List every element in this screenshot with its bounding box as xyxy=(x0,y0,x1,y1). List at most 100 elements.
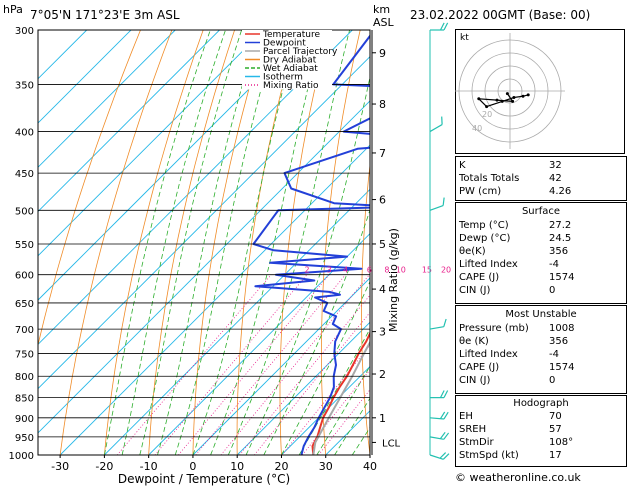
wind-barb-flag xyxy=(443,411,449,420)
plot-area xyxy=(38,30,370,455)
mixing-ratio-label: 2 xyxy=(305,266,310,275)
row-label: Dewp (°C) xyxy=(459,233,511,244)
wet-adiabat-line xyxy=(245,75,370,455)
pressure-tick-label: 350 xyxy=(15,80,34,91)
row-label: StmDir xyxy=(459,437,494,448)
legend-bg xyxy=(242,30,332,39)
wind-barb-flag xyxy=(439,411,446,420)
surface-title: Surface xyxy=(521,206,561,217)
isotherm-line xyxy=(38,30,176,168)
table-row: CAPE (J) 1574 xyxy=(459,271,623,284)
row-value: 42 xyxy=(549,173,562,184)
table-row: StmDir 108° xyxy=(459,436,623,449)
mixing-ratio-label: 10 xyxy=(396,266,406,275)
row-label: Totals Totals xyxy=(459,173,520,184)
table-row: StmSpd (kt) 17 xyxy=(459,449,623,462)
table-row: θe (K) 356 xyxy=(459,335,623,348)
row-value: 0 xyxy=(549,375,556,386)
wind-barb-flag xyxy=(439,431,446,440)
km-tick-label: 3 xyxy=(379,326,386,339)
mixing-ratio-label: 20 xyxy=(441,266,451,275)
x-tick-label: 30 xyxy=(319,460,333,473)
row-value: 0 xyxy=(549,285,556,296)
legend-bg xyxy=(242,55,332,64)
row-value: 27.2 xyxy=(549,220,572,231)
x-tick-label: 0 xyxy=(189,460,196,473)
wind-barb-flag xyxy=(439,390,445,398)
copyright-footer: © weatheronline.co.uk xyxy=(455,471,581,484)
km-tick-label: 6 xyxy=(379,194,386,207)
row-value: 108° xyxy=(549,437,574,448)
mixing-ratio-label: 8 xyxy=(384,266,389,275)
wind-barb-flag xyxy=(443,22,449,31)
wind-barb-shaft xyxy=(429,204,444,211)
table-row: Pressure (mb) 1008 xyxy=(459,322,623,335)
wet-adiabat-line xyxy=(174,30,279,455)
row-value: 4.26 xyxy=(549,186,572,197)
asl-unit-label: ASL xyxy=(373,16,394,29)
pressure-tick-label: 850 xyxy=(15,394,34,405)
pressure-tick-label: 1000 xyxy=(9,451,34,462)
isotherm-line xyxy=(281,365,370,455)
table-row: Dewp (°C) 24.5 xyxy=(459,232,623,245)
mixing-ratio-label: 4 xyxy=(343,266,348,275)
legend-bg xyxy=(242,64,332,73)
hpa-unit-label: hPa xyxy=(3,3,23,16)
row-label: CIN (J) xyxy=(459,285,491,296)
table-row: PW (cm) 4.26 xyxy=(459,185,623,198)
series-line-dewpoint xyxy=(252,34,370,455)
wet-adiabat-line xyxy=(316,365,370,455)
isotherm-line xyxy=(38,30,88,80)
km-tick-label: 7 xyxy=(379,147,386,160)
row-value: 57 xyxy=(549,424,562,435)
row-label: CAPE (J) xyxy=(459,272,500,283)
hodograph-table-panel: Hodograph EH 70 SREH 57 StmDir 108° StmSpd (kt… xyxy=(455,395,627,467)
table-row: K 32 xyxy=(459,159,623,172)
legend-label: Wet Adiabat xyxy=(263,64,318,74)
row-label: EH xyxy=(459,411,473,422)
row-value: 24.5 xyxy=(549,233,572,244)
isotherm-line xyxy=(38,30,265,257)
isotherm-line xyxy=(38,30,353,345)
dry-adiabat-line xyxy=(59,30,173,455)
legend-label: Temperature xyxy=(262,30,320,40)
pressure-tick-label: 450 xyxy=(15,169,34,180)
hodograph-point xyxy=(512,96,516,99)
row-value: 356 xyxy=(549,336,569,347)
row-label: Temp (°C) xyxy=(459,220,509,231)
hodograph-table-title: Hodograph xyxy=(513,398,569,409)
pressure-tick-label: 400 xyxy=(15,128,34,139)
row-label: θe (K) xyxy=(459,336,489,347)
wet-adiabat-line xyxy=(139,30,242,455)
wind-barb-flag xyxy=(443,318,447,327)
wind-barb-flag xyxy=(439,22,445,31)
row-value: 1574 xyxy=(549,362,575,373)
table-row: Lifted Index -4 xyxy=(459,258,623,271)
wet-adiabat-line xyxy=(192,30,300,455)
row-value: 1008 xyxy=(549,323,575,334)
km-tick-label: 8 xyxy=(379,98,386,111)
isotherm-line xyxy=(38,30,309,301)
hodograph-point xyxy=(505,92,509,96)
mixing-ratio-line xyxy=(318,388,370,455)
table-row: CAPE (J) 1574 xyxy=(459,361,623,374)
legend-label: Dry Adiabat xyxy=(263,56,317,66)
km-tick-label: 9 xyxy=(379,47,386,60)
row-label: θe(K) xyxy=(459,246,486,257)
isotherm-line xyxy=(38,30,220,213)
hodograph-point xyxy=(495,98,499,102)
table-row: SREH 57 xyxy=(459,423,623,436)
hodograph-point xyxy=(500,99,504,103)
hodograph-point xyxy=(485,105,489,109)
hodograph-ring-label: 20 xyxy=(482,110,492,119)
dry-adiabat-line xyxy=(279,30,330,455)
mixing-ratio-label: 6 xyxy=(367,266,372,275)
km-tick-label: 5 xyxy=(379,238,386,251)
row-value: 70 xyxy=(549,411,562,422)
mixing-ratio-line xyxy=(281,344,370,455)
row-label: CAPE (J) xyxy=(459,362,500,373)
wet-adiabat-line xyxy=(334,397,370,455)
km-tick-label: 4 xyxy=(379,283,386,296)
